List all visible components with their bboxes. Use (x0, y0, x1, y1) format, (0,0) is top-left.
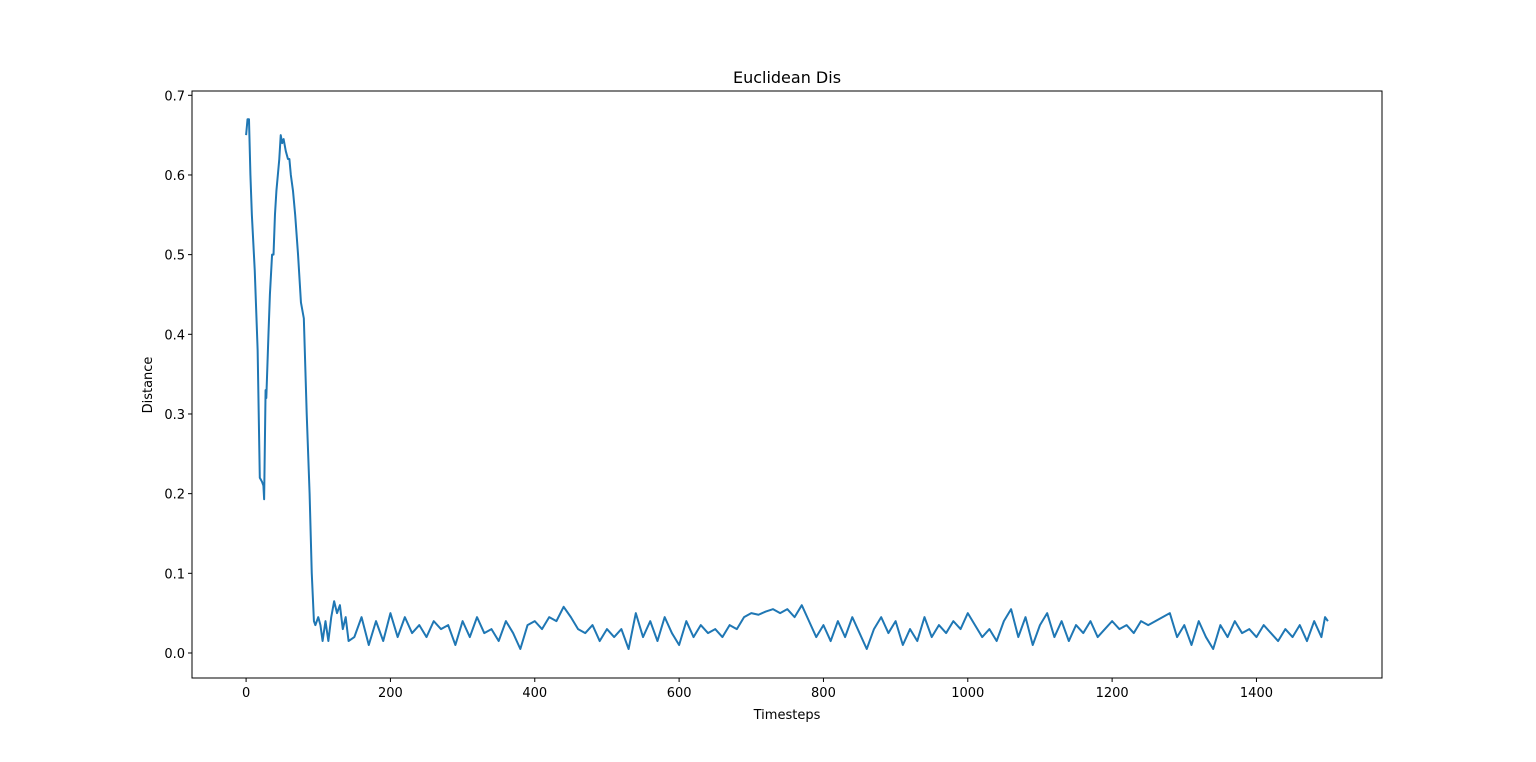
x-tick-label: 0 (242, 686, 250, 701)
x-tick-label: 400 (522, 686, 547, 701)
x-tick-label: 200 (378, 686, 403, 701)
y-axis-label: Distance (141, 357, 156, 414)
y-tick-label: 0.4 (164, 328, 185, 343)
x-tick-label: 1400 (1240, 686, 1273, 701)
y-tick-label: 0.6 (164, 169, 185, 184)
y-tick-label: 0.3 (164, 408, 185, 423)
chart-title: Euclidean Dis (733, 68, 841, 87)
y-tick-label: 0.0 (164, 647, 185, 662)
data-line (245, 118, 1329, 650)
x-axis-label: Timesteps (753, 708, 821, 723)
x-tick-label: 600 (667, 686, 692, 701)
x-tick-label: 1200 (1096, 686, 1129, 701)
x-tick-label: 1000 (951, 686, 984, 701)
y-tick-label: 0.5 (164, 249, 185, 264)
x-tick-label: 800 (811, 686, 836, 701)
y-tick-label: 0.7 (164, 89, 185, 104)
plot-frame (191, 90, 1383, 679)
y-tick-label: 0.1 (164, 567, 185, 582)
y-tick-label: 0.2 (164, 488, 185, 503)
